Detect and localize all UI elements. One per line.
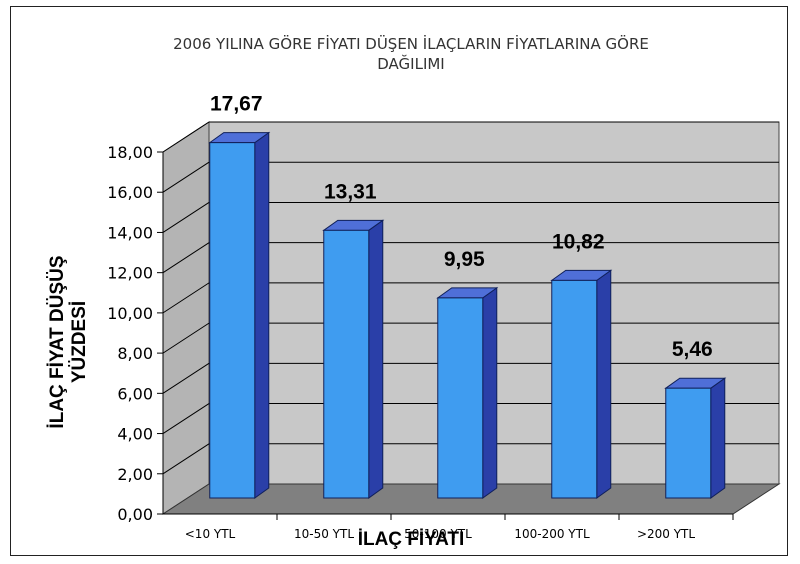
gridline-side [162, 362, 210, 394]
gridline-side [162, 202, 210, 233]
y-axis-label-line2: YÜZDESİ [69, 301, 90, 383]
y-axis-ticks: 0,00 2,00 4,00 6,00 8,00 10,00 12,00 14,00 16,00… [107, 143, 733, 524]
x-tick-label: 10-50 YTL [294, 527, 354, 541]
bar-side [254, 131, 270, 499]
data-label: 13,31 [324, 180, 377, 203]
gridline-side [162, 322, 210, 354]
data-label: 17,67 [210, 93, 263, 116]
bar-chart: 2006 YILINA GÖRE FİYATI DÜŞEN İLAÇLARIN … [47, 34, 781, 550]
y-tick-label: 6,00 [117, 384, 153, 403]
x-tick-label: <10 YTL [185, 527, 236, 541]
y-tick-label: 8,00 [117, 344, 153, 363]
data-label: 9,95 [444, 248, 485, 271]
bar-side [482, 286, 498, 499]
y-tick-label: 16,00 [107, 183, 153, 202]
y-tick-label: 18,00 [107, 143, 153, 162]
x-tick-label: 50-100 YTL [404, 527, 472, 541]
y-tick-label: 14,00 [107, 223, 153, 242]
data-labels: 17,67 13,31 9,95 10,82 5,46 [210, 93, 713, 362]
gridline-side [162, 121, 210, 153]
y-axis-label-line1: İLAÇ FİYAT DÜŞÜŞ [47, 255, 68, 428]
chart-frame: 2006 YILINA GÖRE FİYATI DÜŞEN İLAÇLARIN … [10, 6, 788, 556]
y-tick-label: 10,00 [107, 304, 153, 323]
y-tick-label: 12,00 [107, 264, 153, 283]
gridline-side [162, 443, 210, 475]
chart-title-line1: 2006 YILINA GÖRE FİYATI DÜŞEN İLAÇLARIN … [173, 34, 649, 53]
bar [550, 269, 613, 499]
bar-side [368, 219, 384, 499]
bar-front [665, 387, 712, 499]
gridline-side [162, 161, 210, 193]
gridline-side [162, 242, 210, 274]
chart-title-line2: DAĞILIMI [377, 54, 444, 73]
chart-side-wall [162, 121, 210, 515]
y-tick-label: 4,00 [117, 425, 153, 444]
x-axis-ticks: <10 YTL 10-50 YTL 50-100 YTL 100-200 YTL >20… [185, 514, 734, 541]
x-axis-label: İLAÇ FİYATI [358, 529, 465, 550]
bar-side [710, 377, 726, 499]
data-label: 10,82 [552, 230, 605, 253]
gridlines [162, 121, 779, 475]
bar [664, 377, 727, 499]
bar-front [551, 279, 598, 499]
bar [436, 286, 499, 499]
bar-front [437, 297, 484, 499]
y-tick-label: 2,00 [117, 465, 153, 484]
bars [208, 131, 727, 499]
data-label: 5,46 [672, 338, 713, 361]
bar [208, 131, 271, 499]
y-tick-label: 0,00 [117, 505, 153, 524]
gridline-side [162, 282, 210, 314]
x-tick-label: >200 YTL [637, 527, 695, 541]
bar-front [323, 229, 370, 499]
gridline-side [162, 403, 210, 434]
bar-side [596, 269, 612, 499]
x-tick-label: 100-200 YTL [514, 527, 590, 541]
bar-front [209, 142, 256, 499]
bar [322, 219, 385, 499]
